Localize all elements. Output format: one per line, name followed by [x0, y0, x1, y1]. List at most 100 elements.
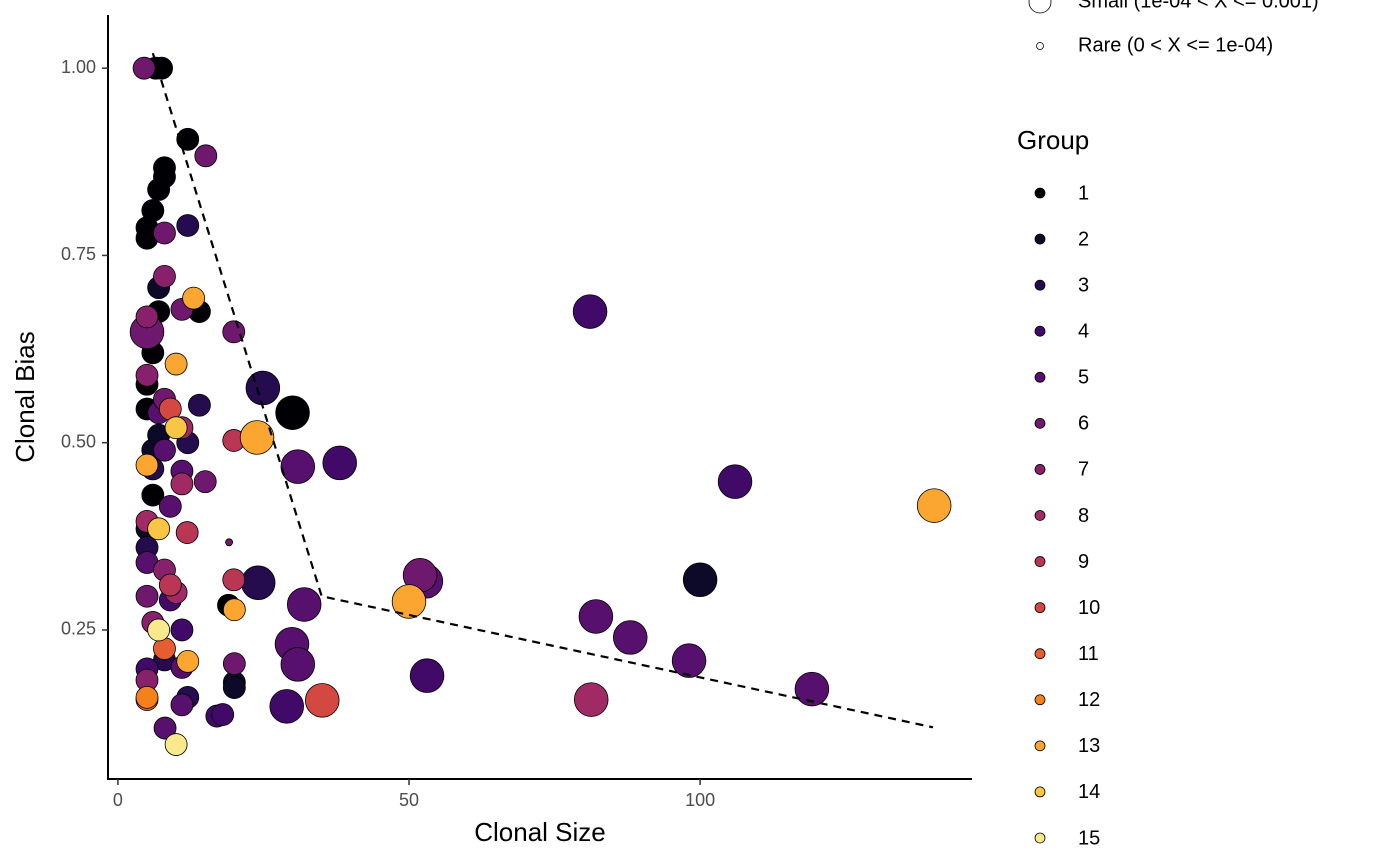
point	[717, 464, 753, 499]
point	[175, 521, 199, 544]
size-legend-label: Rare (0 < X <= 1e-04)	[1078, 34, 1273, 56]
point	[275, 395, 310, 430]
point	[269, 689, 304, 724]
x-tick-label: 50	[399, 790, 419, 810]
point	[222, 320, 246, 344]
point	[170, 472, 194, 496]
point	[280, 647, 316, 682]
point	[222, 598, 246, 622]
point	[222, 652, 246, 676]
legend-label: 3	[1078, 274, 1089, 296]
point	[153, 221, 176, 245]
point	[211, 703, 235, 726]
legend-key	[1034, 510, 1046, 521]
y-tick-label: 0.75	[61, 244, 96, 264]
point	[222, 568, 246, 592]
legend-key	[1034, 464, 1046, 475]
point	[245, 370, 281, 406]
point	[170, 618, 194, 642]
x-axis-title: Clonal Size	[474, 817, 606, 847]
legend-key	[1034, 417, 1046, 429]
point	[239, 420, 275, 455]
legend-label: 11	[1078, 643, 1099, 665]
legend-label: 14	[1078, 781, 1100, 803]
legend-label: 2	[1078, 228, 1089, 250]
legend-key	[1034, 325, 1046, 337]
point	[182, 286, 205, 310]
point	[305, 683, 340, 718]
point	[194, 144, 218, 168]
point	[135, 685, 159, 709]
legend-key	[1034, 187, 1046, 199]
legend-label: 9	[1078, 551, 1089, 573]
legend-key	[1034, 371, 1046, 383]
size-legend-key	[1028, 0, 1052, 14]
point	[153, 438, 176, 462]
legend-label: 13	[1078, 735, 1100, 757]
point	[225, 538, 233, 547]
point	[280, 449, 316, 484]
trend-line	[151, 52, 934, 729]
point	[135, 363, 159, 387]
point	[158, 573, 182, 597]
point	[176, 650, 200, 673]
point	[193, 470, 217, 494]
legend-label: 12	[1078, 689, 1100, 711]
x-tick-label: 100	[685, 790, 715, 810]
x-tick-label: 0	[113, 790, 123, 810]
point	[147, 517, 171, 541]
y-axis-title: Clonal Bias	[10, 331, 40, 463]
point	[286, 587, 322, 622]
size-legend-key	[1036, 42, 1044, 50]
legend-key	[1034, 832, 1046, 844]
point	[671, 643, 707, 678]
y-tick-label: 0.25	[61, 619, 96, 639]
legend-label: 6	[1078, 413, 1089, 435]
point	[141, 483, 165, 507]
point	[322, 445, 357, 481]
legend-label: 4	[1078, 320, 1089, 342]
legend-label: 10	[1078, 597, 1100, 619]
point	[240, 565, 276, 600]
legend-label: 15	[1078, 827, 1100, 849]
point	[572, 294, 608, 329]
point	[164, 416, 188, 440]
point	[391, 584, 427, 619]
point	[132, 56, 156, 80]
point	[794, 671, 830, 707]
point	[164, 733, 188, 756]
point	[158, 494, 182, 518]
legend-key	[1034, 694, 1046, 706]
point	[176, 214, 200, 237]
point	[613, 620, 648, 655]
legend-label: 7	[1078, 459, 1089, 481]
legend-key	[1034, 233, 1046, 245]
point	[135, 453, 159, 477]
point	[170, 693, 194, 717]
point	[153, 716, 177, 740]
legend-label: 1	[1078, 182, 1089, 204]
point	[176, 127, 200, 151]
point	[573, 682, 609, 717]
point	[188, 393, 211, 417]
size-legend-label: Small (1e-04 < X <= 0.001)	[1078, 0, 1319, 12]
legend-label: 5	[1078, 367, 1089, 389]
point	[222, 676, 246, 700]
point	[153, 265, 176, 288]
point	[409, 658, 445, 693]
point	[682, 562, 718, 597]
legend-key	[1034, 786, 1046, 798]
y-tick-label: 1.00	[61, 57, 96, 77]
legend-key	[1034, 602, 1046, 614]
legend-key	[1034, 648, 1046, 660]
legend-key	[1034, 279, 1046, 291]
point	[916, 488, 952, 523]
legend-key	[1034, 556, 1046, 567]
point	[164, 352, 188, 376]
point	[578, 599, 614, 634]
point	[135, 584, 159, 608]
point	[147, 618, 171, 642]
point	[135, 305, 159, 329]
legend-label: 8	[1078, 505, 1089, 527]
